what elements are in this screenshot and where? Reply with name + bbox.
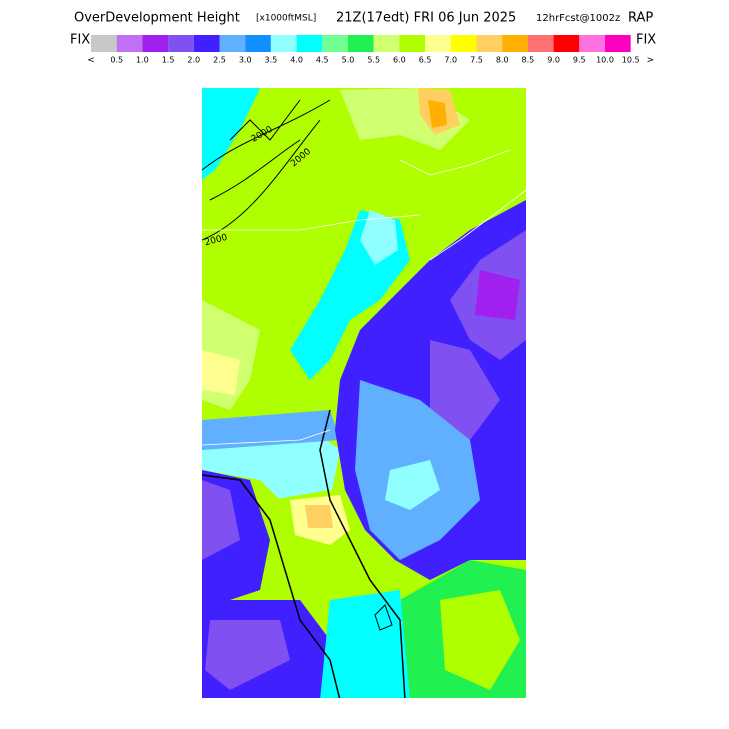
colorbar-box xyxy=(270,35,297,52)
colorbar: <0.5 1.0 1.5 2.0 2.5 3.0 3.5 4.0 4.5 5.0 5.5 6.0 6.5… xyxy=(87,35,654,66)
colorbar-box xyxy=(605,35,631,52)
colorbar-box xyxy=(245,35,271,52)
legend-right-label: FIX xyxy=(636,33,656,48)
title-part: [x1000ftMSL] xyxy=(256,14,316,24)
colorbar-label: 1.5 xyxy=(162,56,175,65)
colorbar-label: 3.5 xyxy=(265,56,278,65)
colorbar-label: 6.0 xyxy=(393,56,406,65)
colorbar-low-label: < xyxy=(87,56,95,66)
colorbar-label: 10.0 xyxy=(596,56,614,65)
colorbar-box xyxy=(476,35,503,52)
colorbar-label: 5.5 xyxy=(367,56,380,65)
colorbar-label: 1.0 xyxy=(136,56,149,65)
colorbar-box xyxy=(168,35,194,52)
colorbar-label: 6.5 xyxy=(419,56,432,65)
colorbar-box xyxy=(502,35,528,52)
colorbar-label: 5.0 xyxy=(342,56,355,65)
title-part: OverDevelopment Height xyxy=(74,11,240,26)
colorbar-label: 10.5 xyxy=(622,56,640,65)
colorbar-box xyxy=(91,35,117,52)
colorbar-label: 2.5 xyxy=(213,56,226,65)
title-part: 21Z(17edt) FRI 06 Jun 2025 xyxy=(336,11,516,26)
colorbar-label: 8.5 xyxy=(522,56,535,65)
colorbar-box xyxy=(296,35,323,52)
colorbar-label: 4.5 xyxy=(316,56,329,65)
colorbar-label: 2.0 xyxy=(187,56,200,65)
colorbar-box xyxy=(116,35,143,52)
colorbar-box xyxy=(348,35,374,52)
colorbar-box xyxy=(399,35,426,52)
colorbar-box xyxy=(219,35,246,52)
colorbar-box xyxy=(579,35,605,52)
title-part: RAP xyxy=(628,11,653,26)
colorbar-box xyxy=(553,35,580,52)
colorbar-label: 4.0 xyxy=(290,56,303,65)
colorbar-box xyxy=(142,35,169,52)
colorbar-label: 8.0 xyxy=(496,56,509,65)
colorbar-box xyxy=(373,35,400,52)
colorbar-box xyxy=(527,35,554,52)
colorbar-label: 7.0 xyxy=(444,56,457,65)
title: OverDevelopment Height [x1000ftMSL] 21Z(… xyxy=(74,11,653,26)
colorbar-label: 3.0 xyxy=(239,56,252,65)
colorbar-label: 9.0 xyxy=(547,56,560,65)
colorbar-label: 9.5 xyxy=(573,56,586,65)
colorbar-box xyxy=(322,35,348,52)
colorbar-box xyxy=(450,35,477,52)
map: 2000 2000 2000 xyxy=(202,88,526,698)
colorbar-high-label: > xyxy=(647,56,655,66)
colorbar-label: 7.5 xyxy=(470,56,483,65)
title-part: 12hrFcst@1002z xyxy=(536,13,620,24)
colorbar-label: 0.5 xyxy=(110,56,123,65)
colorbar-box xyxy=(193,35,220,52)
legend-left-label: FIX xyxy=(70,33,90,48)
colorbar-box xyxy=(425,35,451,52)
